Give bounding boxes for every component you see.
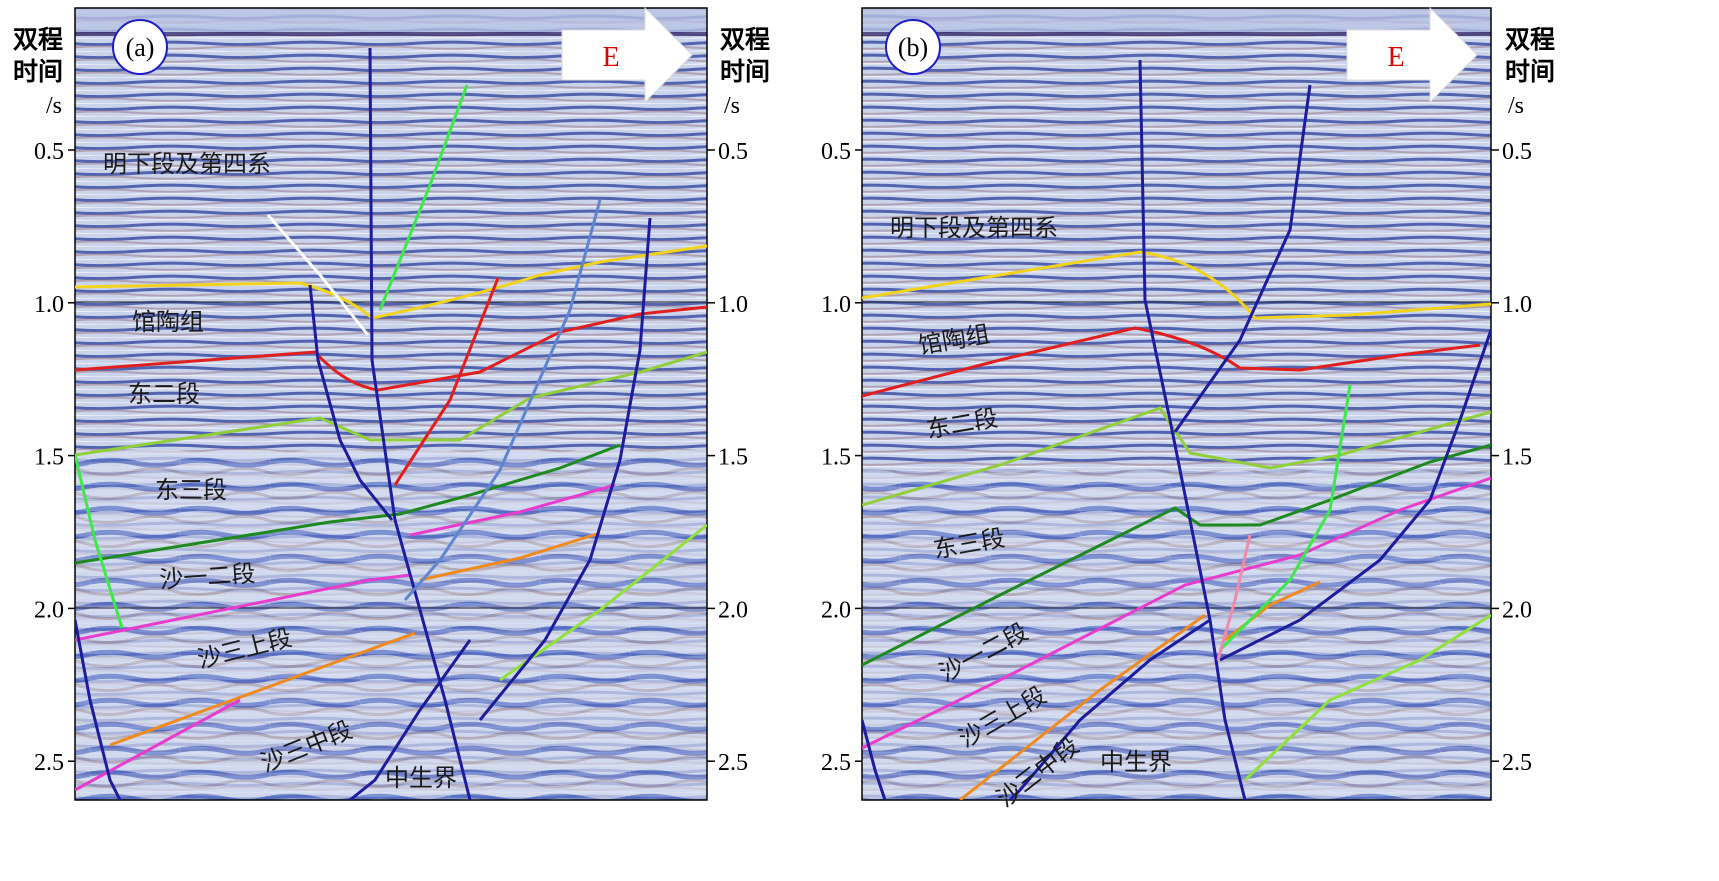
panel-a-frame bbox=[74, 7, 708, 801]
tick-label-midb-1: 1.0 bbox=[821, 292, 851, 318]
fault-main-a bbox=[368, 47, 472, 800]
axis-right-title-2: 时间 bbox=[1505, 57, 1555, 86]
fault-green-a bbox=[378, 84, 469, 311]
tick-label-mid-0: 0.5 bbox=[718, 139, 748, 165]
fault-green-b bbox=[1218, 384, 1352, 652]
fault-green-left-a bbox=[75, 454, 124, 629]
horizon-ed3-base-b bbox=[862, 443, 1491, 667]
fault-east-a bbox=[478, 217, 652, 721]
panel-b-label: (b) bbox=[898, 33, 928, 62]
panel-a-label-circle bbox=[112, 19, 168, 75]
fault-left-a bbox=[75, 619, 122, 800]
fault-deep-b bbox=[1008, 618, 1211, 800]
direction-arrow-b: E bbox=[1346, 6, 1478, 104]
tick-label-right-4: 2.5 bbox=[1502, 750, 1532, 776]
panel-a-seismic-image bbox=[75, 8, 707, 800]
horizon-es3u-base-b bbox=[959, 613, 1206, 800]
axis-right-unit: /s bbox=[1508, 93, 1524, 119]
unit-label-b-7: 中生界 bbox=[1100, 748, 1172, 776]
panel-a: (a) E 明下段及第四系 馆陶组 东二段 东三段 沙一二段 沙三上段 沙三中段… bbox=[74, 6, 708, 801]
unit-label-b-0: 明下段及第四系 bbox=[890, 214, 1058, 242]
axis-right-title-1: 双程 bbox=[1505, 25, 1555, 54]
fault-deep-a bbox=[349, 639, 472, 800]
axis-left-title-1: 双程 bbox=[13, 25, 63, 54]
tick-label-mid-4: 2.5 bbox=[718, 750, 748, 776]
horizon-green-deep-b bbox=[1243, 613, 1491, 782]
horizon-ed3-base bbox=[75, 443, 621, 565]
panel-b-frame bbox=[861, 7, 1492, 801]
tick-labels: 0.5 0.5 0.5 0.5 1.0 1.0 1.0 1.0 1.5 1.5 1.5 1.5 2.0 2… bbox=[34, 139, 1532, 776]
horizon-ed2-base bbox=[75, 350, 707, 457]
horizon-es3u-base-orange-b bbox=[419, 531, 601, 582]
unit-label-a-1: 馆陶组 bbox=[132, 308, 204, 336]
horizon-ng-base-b bbox=[862, 326, 1481, 398]
axis-left-title-2: 时间 bbox=[13, 57, 63, 86]
horizon-nm-base-b bbox=[862, 250, 1491, 320]
tick-label-midb-2: 1.5 bbox=[821, 445, 851, 471]
direction-arrow-a: E bbox=[561, 6, 693, 104]
panel-b: (b) E 明下段及第四系 馆陶组 东二段 东三段 沙一二段 沙三上段 沙三中段… bbox=[861, 6, 1492, 813]
tick-label-right-2: 1.5 bbox=[1502, 445, 1532, 471]
axis-left-unit: /s bbox=[46, 93, 62, 119]
axis-middle: 双程 时间 /s bbox=[720, 25, 770, 119]
unit-label-a-0: 明下段及第四系 bbox=[103, 150, 271, 178]
horizon-es3u-base-orange bbox=[109, 631, 416, 747]
axis-right: 双程 时间 /s bbox=[1505, 25, 1555, 119]
fault-pink-b bbox=[1216, 534, 1252, 661]
tick-label-left-3: 2.0 bbox=[34, 597, 64, 623]
horizon-nm-base bbox=[75, 244, 707, 320]
horizon-ng-base bbox=[75, 305, 707, 392]
unit-label-a-4: 沙一二段 bbox=[158, 559, 256, 594]
direction-label-a: E bbox=[602, 42, 619, 73]
fault-steel-a bbox=[403, 199, 602, 601]
panel-a-label: (a) bbox=[126, 33, 155, 62]
tick-label-left-1: 1.0 bbox=[34, 292, 64, 318]
horizon-mz-top bbox=[75, 698, 241, 792]
tick-label-midb-0: 0.5 bbox=[821, 139, 851, 165]
tick-label-midb-4: 2.5 bbox=[821, 750, 851, 776]
panel-b-label-circle bbox=[885, 19, 941, 75]
fault-east-b bbox=[1173, 84, 1312, 433]
axis-mid-unit: /s bbox=[724, 93, 740, 119]
axis-mid-title-1: 双程 bbox=[720, 25, 770, 54]
tick-label-mid-3: 2.0 bbox=[718, 597, 748, 623]
unit-label-a-7: 中生界 bbox=[385, 764, 457, 792]
fault-main-b bbox=[1138, 59, 1247, 800]
unit-label-a-2: 东二段 bbox=[128, 380, 200, 408]
horizon-ed2-base-b bbox=[862, 406, 1491, 507]
tick-label-right-3: 2.0 bbox=[1502, 597, 1532, 623]
axis-mid-title-2: 时间 bbox=[720, 57, 770, 86]
tick-label-right-0: 0.5 bbox=[1502, 139, 1532, 165]
tick-label-left-4: 2.5 bbox=[34, 750, 64, 776]
fault-far-east-b bbox=[1219, 329, 1491, 662]
direction-label-b: E bbox=[1387, 42, 1404, 73]
tick-label-left-2: 1.5 bbox=[34, 445, 64, 471]
tick-label-mid-1: 1.0 bbox=[718, 292, 748, 318]
tick-label-left-0: 0.5 bbox=[34, 139, 64, 165]
horizon-es12-base bbox=[75, 573, 411, 642]
axis-left: 双程 时间 /s bbox=[13, 25, 63, 119]
fault-left-b bbox=[862, 719, 887, 800]
tick-label-mid-2: 1.5 bbox=[718, 445, 748, 471]
tick-label-right-1: 1.0 bbox=[1502, 292, 1532, 318]
fault-west-a bbox=[308, 284, 394, 521]
fault-white-a bbox=[266, 214, 370, 336]
tick-label-midb-3: 2.0 bbox=[821, 597, 851, 623]
horizon-es12-base-b bbox=[409, 483, 616, 537]
fault-red-a bbox=[393, 277, 500, 486]
unit-label-a-3: 东三段 bbox=[155, 476, 227, 504]
